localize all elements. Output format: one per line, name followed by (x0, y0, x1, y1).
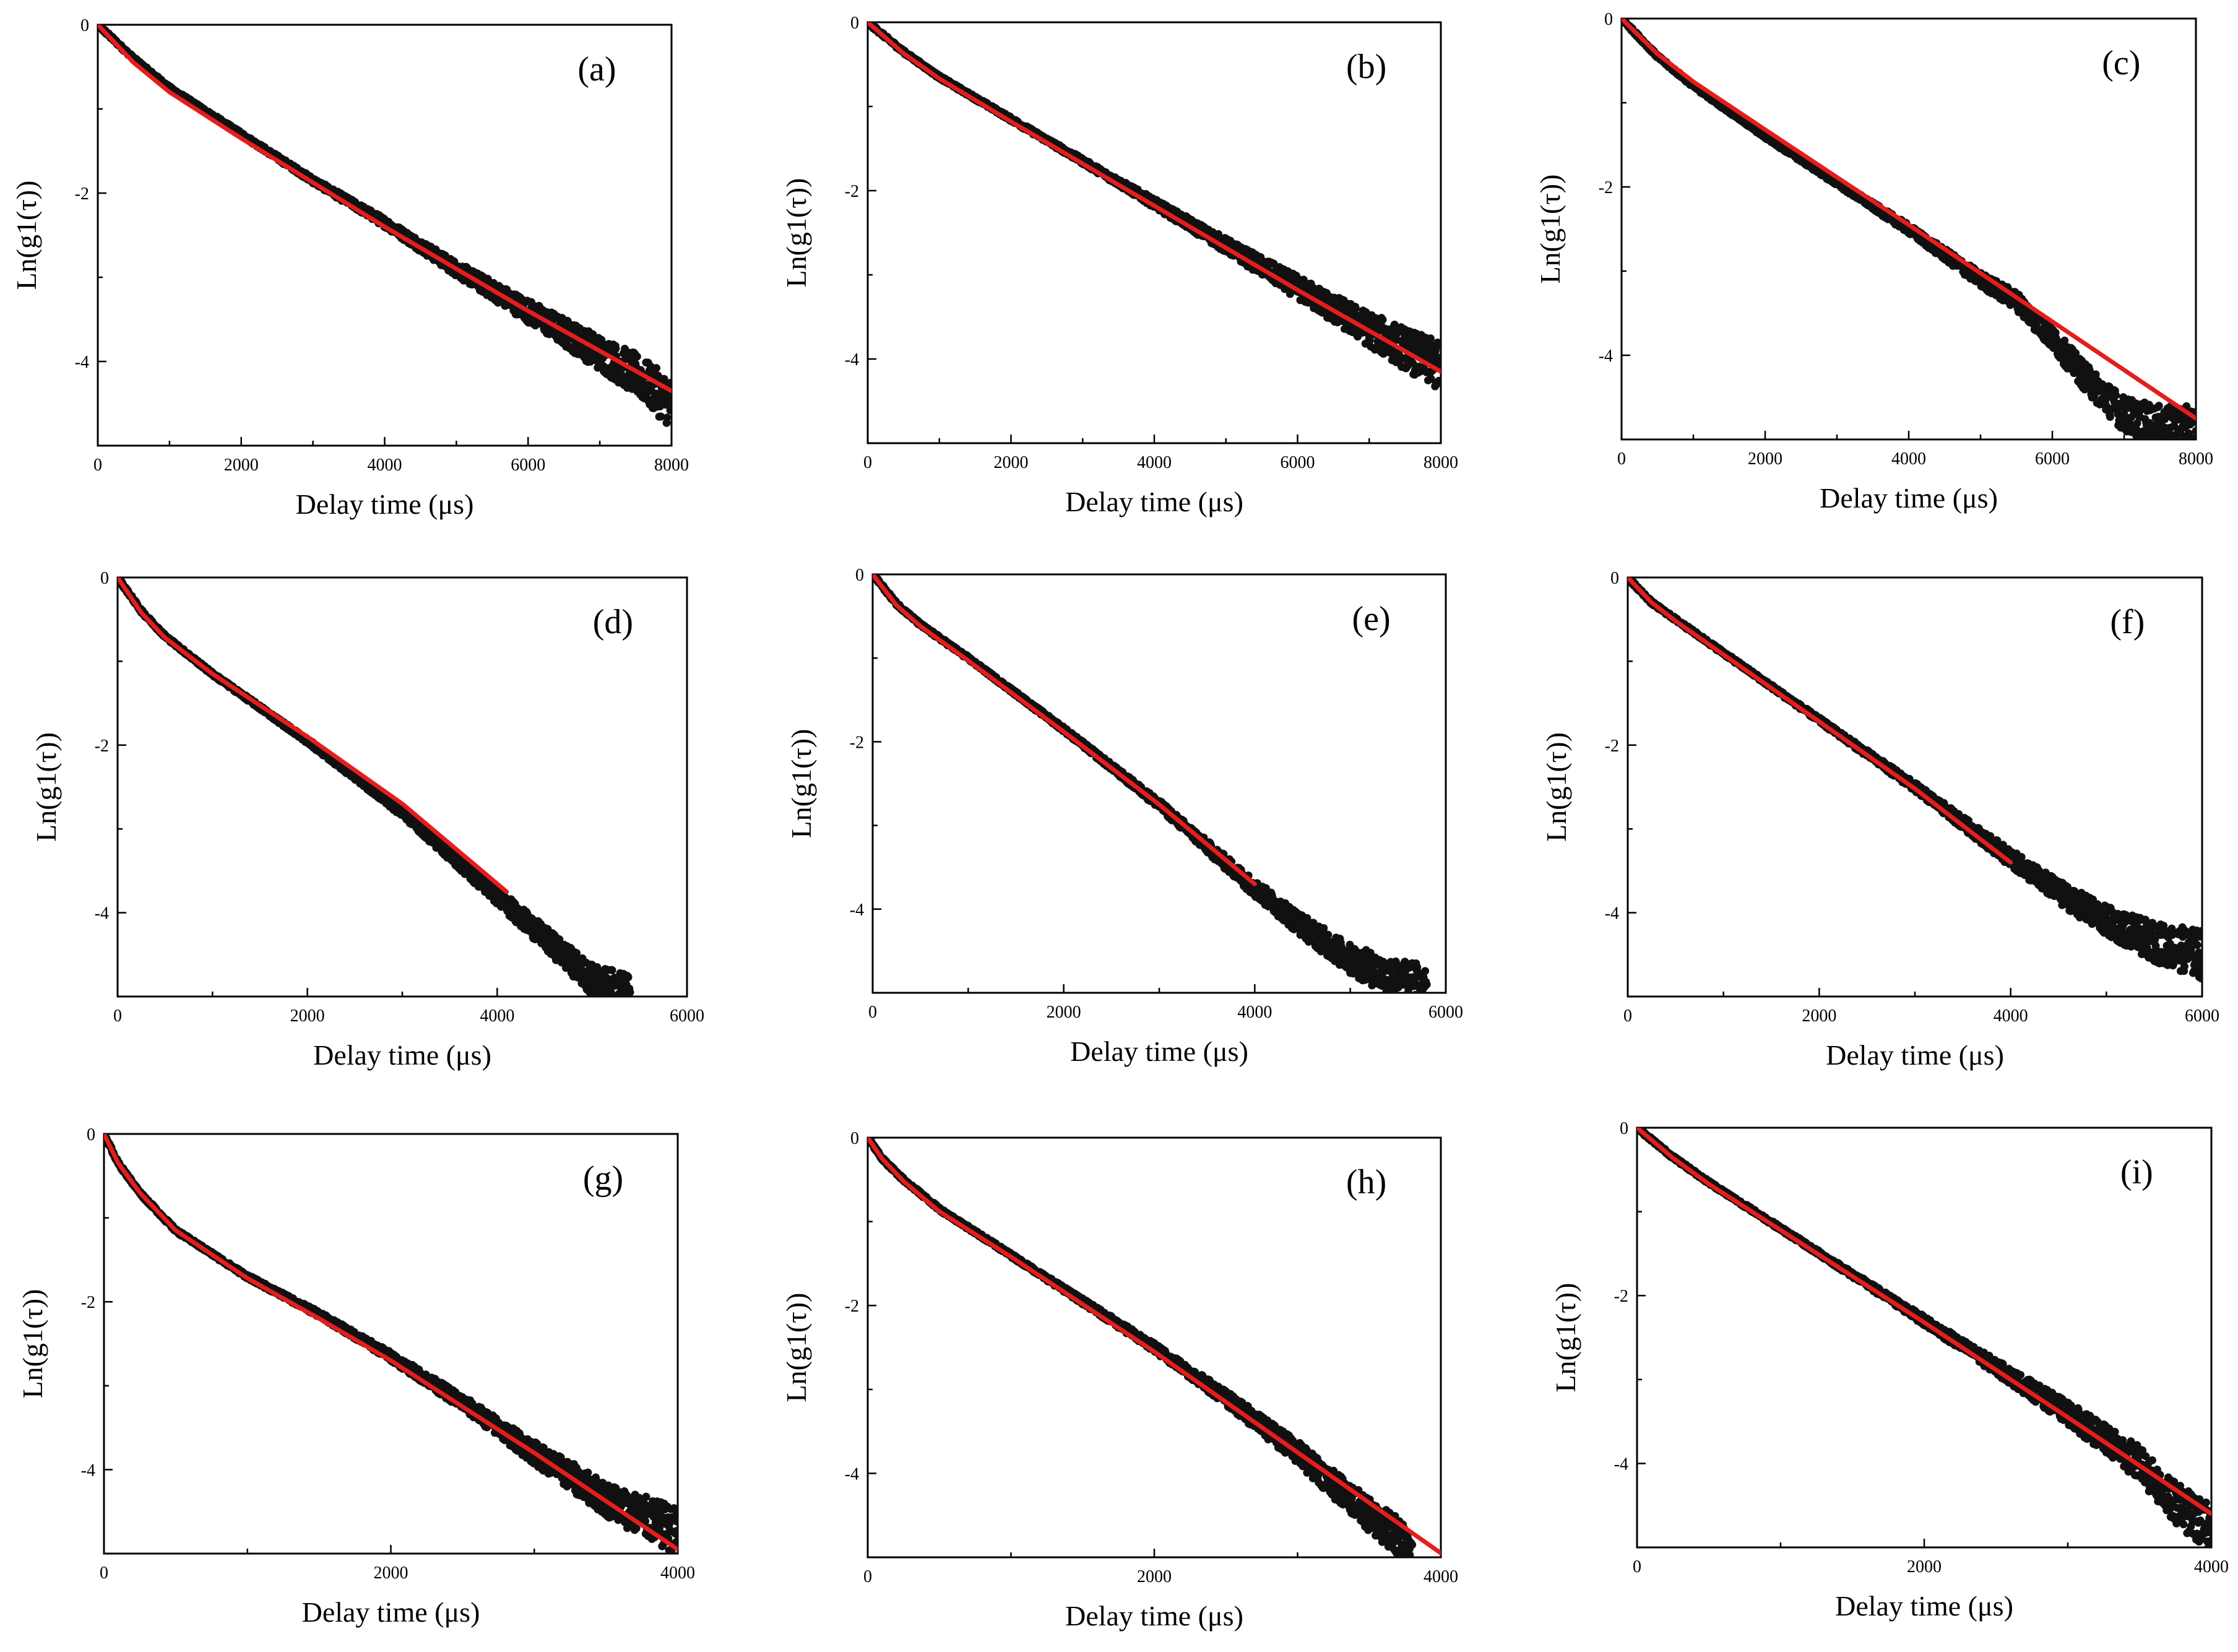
panel-d: 0 2000 4000 6000 -4 -2 0 Delay time (μs) Ln(g1(τ… (30, 569, 704, 1071)
x-tick-label: 0 (863, 453, 872, 472)
plot-area (868, 22, 1441, 391)
data-point (2188, 434, 2196, 439)
data-point (2154, 402, 2163, 410)
x-tick-label: 2000 (224, 456, 259, 475)
data-point (483, 275, 492, 283)
data-point (666, 406, 672, 415)
x-tick-label: 4000 (480, 1006, 514, 1026)
data-point (611, 344, 620, 353)
fit-line (1622, 19, 2196, 421)
plot-area (118, 577, 634, 997)
x-tick-label: 0 (1617, 449, 1626, 469)
x-axis-title: Delay time (μs) (1820, 482, 1998, 514)
data-point (2181, 438, 2187, 439)
data-point (657, 412, 665, 421)
data-point (589, 330, 597, 339)
panel-c: 0 2000 4000 6000 8000 -4 -2 0 Delay time (μs) Ln(… (1534, 10, 2213, 514)
y-axis-title: Ln(g1(τ)) (1534, 175, 1566, 284)
y-tick-label: -2 (95, 737, 109, 756)
data-point (1351, 304, 1360, 313)
fit-line (98, 25, 672, 394)
data-point (1426, 334, 1435, 343)
data-point (1976, 275, 1985, 284)
data-point (563, 317, 572, 326)
data-point (2156, 423, 2164, 431)
x-tick-label: 6000 (511, 456, 545, 475)
x-tick-label: 6000 (2035, 449, 2070, 469)
data-point (1342, 320, 1351, 329)
data-point (667, 399, 672, 408)
data-point (660, 374, 668, 383)
x-tick-label: 6000 (670, 1006, 704, 1026)
data-point (1431, 347, 1440, 355)
data-point (652, 364, 660, 373)
data-point (2084, 376, 2093, 385)
x-axis-title: Delay time (μs) (313, 1039, 491, 1071)
data-point (2120, 410, 2128, 418)
y-tick-label: -2 (75, 184, 89, 204)
data-point (1761, 132, 1769, 141)
data-point (633, 352, 641, 361)
panel-label: (a) (577, 50, 616, 89)
y-tick-label: -4 (75, 353, 89, 372)
data-point (1378, 316, 1387, 324)
x-tick-label: 2000 (994, 453, 1029, 472)
x-axis-title: Delay time (μs) (296, 488, 474, 520)
y-tick-label: -2 (1599, 178, 1613, 197)
x-tick-label: 6000 (1281, 453, 1315, 472)
panel-label: (c) (2102, 44, 2140, 82)
plot-area (1622, 19, 2196, 448)
plot-area (98, 25, 672, 427)
x-tick-label: 0 (113, 1006, 122, 1026)
data-point (1435, 376, 1441, 385)
x-tick-label: 8000 (654, 456, 689, 475)
x-tick-label: 8000 (2179, 449, 2213, 469)
y-tick-label: -4 (845, 350, 859, 370)
data-point (2192, 426, 2196, 435)
data-point (1436, 354, 1441, 363)
panel-a: 0 2000 4000 6000 8000 -4 -2 0 Delay time (μs) Ln(… (11, 16, 689, 520)
y-tick-label: -4 (1599, 347, 1613, 366)
data-point (2048, 334, 2057, 343)
x-tick-label: 4000 (368, 456, 402, 475)
data-point (1437, 342, 1441, 350)
panel-label: (b) (1346, 48, 1386, 86)
x-tick-label: 2000 (1748, 449, 1782, 469)
y-tick-label: 0 (850, 14, 859, 33)
x-tick-label: 0 (93, 456, 102, 475)
data-point (2151, 439, 2159, 448)
data-point (1365, 335, 1374, 344)
x-axis-title: Delay time (μs) (1065, 486, 1243, 517)
y-axis-title: Ln(g1(τ)) (30, 732, 62, 842)
y-tick-label: -2 (845, 182, 859, 201)
y-axis-title: Ln(g1(τ)) (11, 181, 42, 290)
x-tick-label: 4000 (1891, 449, 1926, 469)
data-point (2106, 413, 2114, 422)
data-point (2060, 336, 2069, 345)
y-tick-label: 0 (80, 16, 89, 35)
y-axis-title: Ln(g1(τ)) (780, 178, 812, 288)
x-tick-label: 2000 (290, 1006, 325, 1026)
data-point (2112, 391, 2120, 400)
data-point (2072, 348, 2080, 357)
x-tick-label: 8000 (1424, 453, 1458, 472)
x-tick-label: 4000 (1137, 453, 1172, 472)
y-tick-label: -4 (95, 904, 109, 923)
data-point (663, 413, 672, 422)
fit-line (868, 22, 1441, 374)
panel-label: (d) (593, 603, 633, 641)
data-point (1409, 359, 1417, 368)
data-point (644, 381, 652, 389)
y-tick-label: 0 (1604, 10, 1613, 29)
y-tick-label: 0 (100, 569, 109, 588)
data-point (667, 378, 672, 387)
panel-b: 0 2000 4000 6000 8000 -4 -2 0 Delay time (μs) Ln(… (780, 14, 1458, 517)
